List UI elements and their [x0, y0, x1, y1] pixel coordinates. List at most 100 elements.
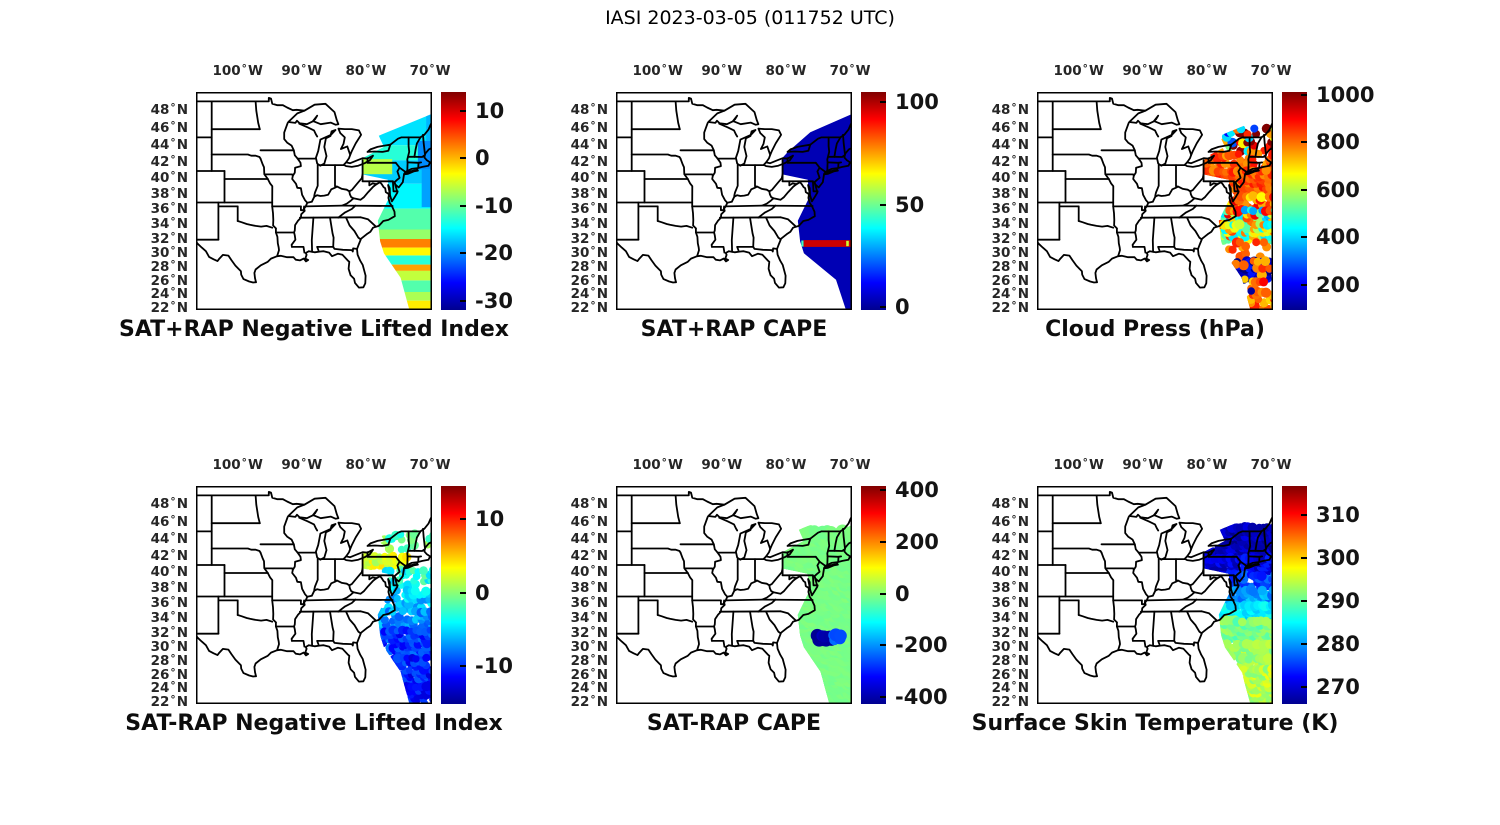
colorbar-tick: [1301, 283, 1307, 286]
us-state-borders: [616, 97, 852, 289]
lat-tick-label: 48°N: [570, 495, 608, 512]
colorbar-tick-label: 600: [1316, 177, 1360, 202]
map-canvas-sat_minus_rap_cape: [616, 486, 852, 704]
lat-tick-label: 26°N: [150, 666, 188, 683]
colorbar-tick: [1301, 600, 1307, 602]
lat-tick-label: 34°N: [570, 610, 608, 627]
lat-tick-label: 30°N: [150, 245, 188, 262]
colorbar-tick: [460, 204, 466, 207]
lat-tick-label: 24°N: [150, 286, 188, 303]
lat-tick-label: 46°N: [991, 119, 1029, 136]
map-canvas-cloud_press: [1037, 92, 1273, 310]
panel-title-surface_skin_temp: Surface Skin Temperature (K): [971, 711, 1339, 736]
colorbar-tick-label: -400: [895, 685, 948, 710]
colorbar-tick-label: 0: [895, 581, 910, 606]
lat-tick-label: 48°N: [991, 101, 1029, 118]
colorbar-tick-label: 0: [475, 580, 490, 605]
colorbar-tick-label: 270: [1316, 674, 1360, 699]
lat-tick-label: 26°N: [570, 666, 608, 683]
lat-tick-label: 36°N: [991, 201, 1029, 218]
colorbar-tick: [460, 252, 466, 255]
colorbar-sat_plus_rap_cape: [861, 92, 886, 310]
colorbar-tick-label: 10: [475, 507, 505, 532]
lat-tick-label: 24°N: [991, 286, 1029, 303]
lat-tick-label: 46°N: [570, 513, 608, 530]
map-canvas-sat_minus_rap_nli: [196, 486, 432, 704]
panel-title-sat_minus_rap_nli: SAT-RAP Negative Lifted Index: [125, 711, 503, 736]
panel-title-sat_minus_rap_cape: SAT-RAP CAPE: [646, 711, 822, 736]
lat-tick-label: 40°N: [570, 170, 608, 187]
lat-tick-label: 38°N: [570, 579, 608, 596]
lat-tick-label: 44°N: [150, 137, 188, 153]
lat-tick-label: 48°N: [150, 101, 188, 118]
lat-tick-label: 32°N: [570, 624, 608, 641]
map-border: [1037, 486, 1273, 704]
lat-tick-label: 26°N: [991, 272, 1029, 289]
colorbar-tick: [460, 109, 466, 112]
lat-tick-label: 22°N: [991, 299, 1029, 316]
lat-tick-label: 44°N: [991, 137, 1029, 153]
lat-tick-label: 30°N: [991, 639, 1029, 656]
colorbar-tick-label: -10: [475, 193, 513, 218]
lat-tick-label: 24°N: [570, 680, 608, 697]
colorbar-tick: [880, 489, 886, 492]
lat-tick-label: 36°N: [570, 595, 608, 612]
lat-tick-label: 30°N: [570, 639, 608, 656]
colorbar-tick: [460, 591, 466, 594]
lon-tick-label: 80°W: [765, 457, 807, 473]
lat-tick-label: 28°N: [991, 653, 1029, 670]
lat-tick-label: 26°N: [570, 272, 608, 289]
colorbar-sat_minus_rap_nli: [441, 486, 466, 704]
colorbar-surface_skin_temp: [1282, 486, 1307, 704]
lat-tick-label: 22°N: [570, 299, 608, 316]
colorbar-tick: [460, 299, 466, 302]
lat-tick-label: 36°N: [150, 595, 188, 612]
lat-tick-label: 34°N: [150, 216, 188, 233]
colorbar-tick-label: 400: [895, 478, 939, 503]
lon-tick-label: 80°W: [1186, 457, 1228, 473]
lon-tick-label: 100°W: [1053, 63, 1104, 79]
colorbar-tick-label: -200: [895, 633, 948, 658]
lat-tick-label: 44°N: [150, 531, 188, 547]
map-border: [196, 486, 432, 704]
lat-tick-label: 32°N: [991, 230, 1029, 247]
colorbar-tick: [1301, 514, 1307, 517]
lon-tick-label: 70°W: [1250, 457, 1292, 473]
colorbar-tick: [1301, 557, 1307, 560]
colorbar-tick: [1301, 685, 1307, 688]
lat-tick-label: 34°N: [570, 216, 608, 233]
colorbar-tick: [1301, 236, 1307, 239]
lat-tick-label: 36°N: [150, 201, 188, 218]
colorbar-tick: [880, 592, 886, 595]
colorbar-tick-label: -10: [475, 654, 513, 679]
colorbar-tick-label: 280: [1316, 631, 1360, 656]
colorbar-tick: [880, 305, 886, 308]
lat-tick-label: 28°N: [570, 259, 608, 276]
lon-tick-label: 70°W: [409, 457, 451, 473]
lat-tick-label: 44°N: [991, 531, 1029, 547]
colorbar-tick-label: 50: [895, 192, 925, 217]
us-state-borders: [196, 97, 432, 289]
lat-tick-label: 42°N: [570, 153, 608, 170]
map-border: [616, 92, 852, 310]
lon-tick-label: 70°W: [409, 63, 451, 79]
lat-tick-label: 22°N: [150, 299, 188, 316]
colorbar-tick-label: 400: [1316, 225, 1360, 250]
colorbar-tick: [1301, 141, 1307, 144]
lon-tick-label: 90°W: [281, 457, 323, 473]
lon-tick-label: 80°W: [765, 63, 807, 79]
colorbar-tick-label: 1000: [1316, 83, 1375, 108]
lon-tick-label: 90°W: [701, 457, 743, 473]
lat-tick-label: 42°N: [150, 153, 188, 170]
lat-tick-label: 28°N: [150, 653, 188, 670]
us-state-borders: [1037, 491, 1273, 683]
lat-tick-label: 40°N: [150, 170, 188, 187]
lat-tick-label: 32°N: [150, 230, 188, 247]
lat-tick-label: 48°N: [150, 495, 188, 512]
lon-tick-label: 100°W: [1053, 457, 1104, 473]
colorbar-tick-label: 310: [1316, 503, 1360, 528]
colorbar-tick-label: 10: [475, 98, 505, 123]
colorbar-sat_plus_rap_nli: [441, 92, 466, 310]
